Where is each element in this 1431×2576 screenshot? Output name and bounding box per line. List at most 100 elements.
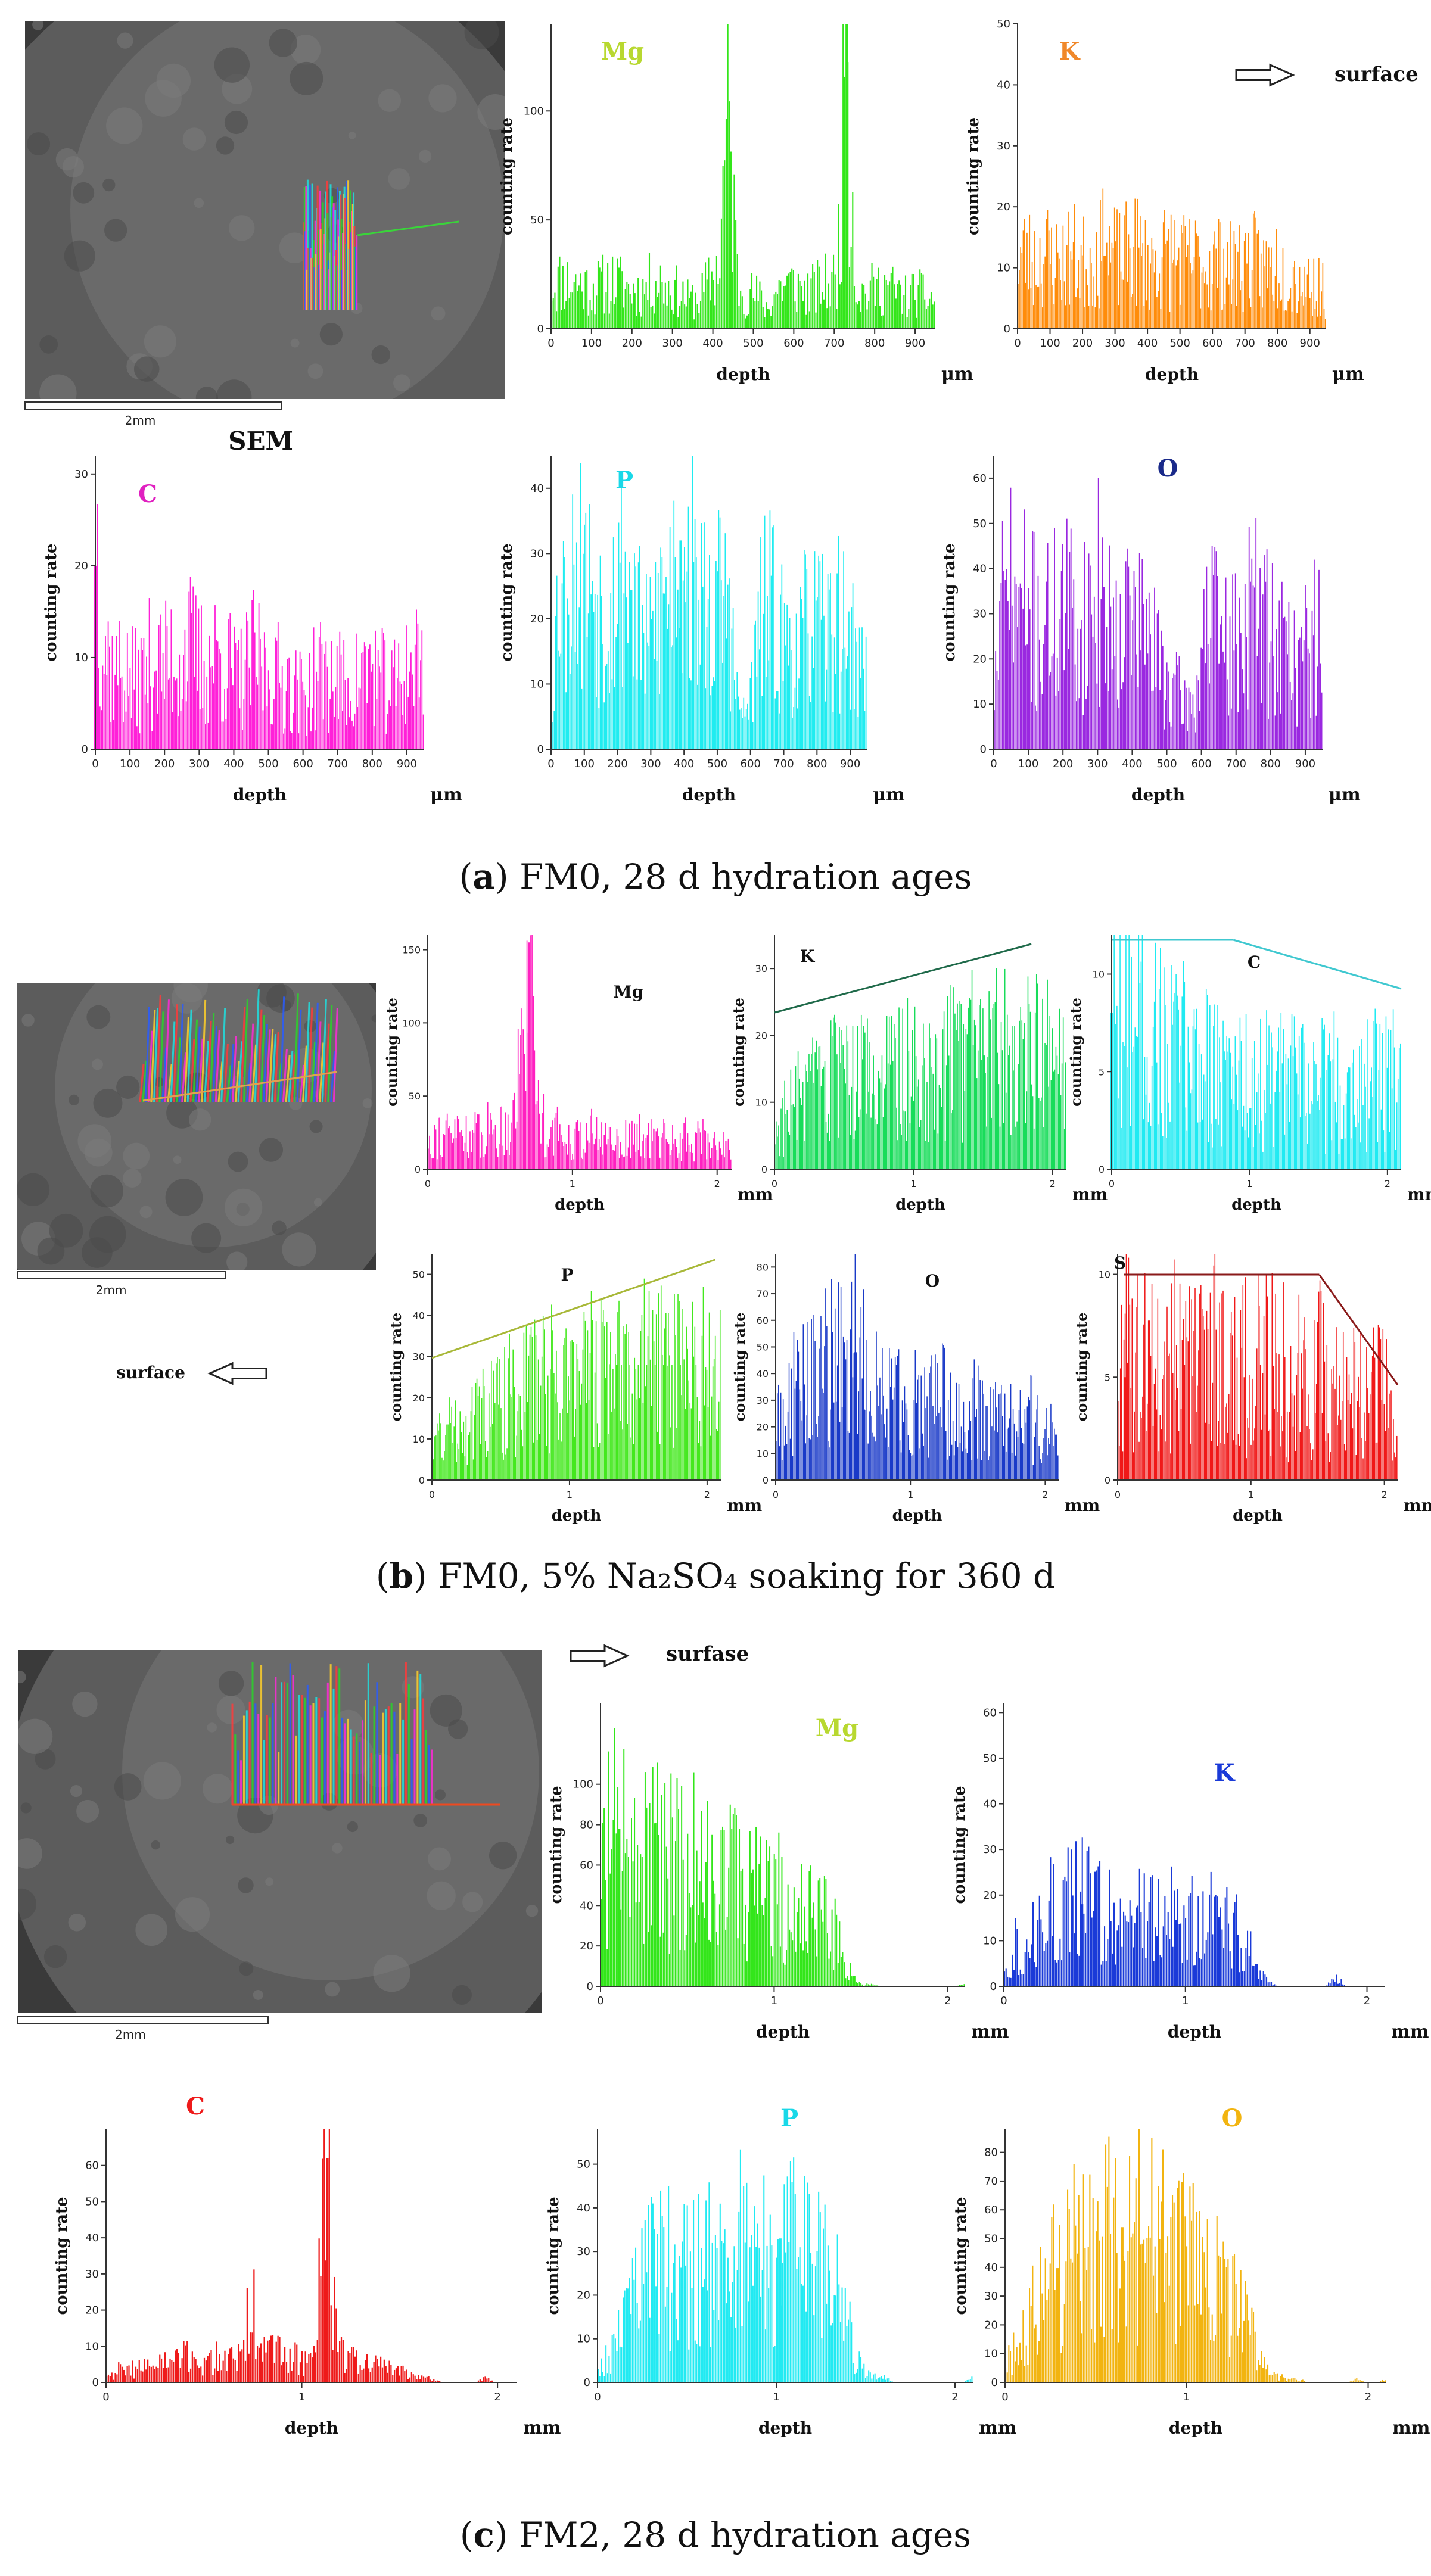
bar [592,1320,593,1480]
bar [293,713,294,749]
bar [509,1155,510,1169]
bar [1016,1122,1018,1169]
bar [647,1135,648,1169]
bar [717,571,718,749]
bar [1187,731,1188,749]
bar [1132,1052,1133,1170]
bar [768,1861,769,1986]
bar [754,625,755,749]
bar [1306,1426,1308,1480]
bar [732,628,733,749]
bar [730,2317,732,2382]
bar [1091,615,1092,749]
bar [1078,1956,1080,1986]
bar [1113,597,1114,749]
x-tick-label: 800 [362,758,382,770]
bar [1243,312,1244,329]
bar [1346,1094,1347,1169]
bar [1253,585,1254,749]
bar [847,1976,848,1986]
bar [1010,2351,1011,2382]
bar [282,2362,284,2382]
bar [596,697,597,749]
bar [1093,1911,1094,1986]
bar [692,1302,693,1480]
sem-texture [282,1232,316,1266]
bar [1112,2329,1113,2382]
bar [1310,718,1311,749]
bar [1184,1365,1186,1480]
bar [1205,663,1206,749]
bar [593,1144,595,1169]
bar [1053,304,1054,329]
bar [372,664,374,749]
bar [1123,1912,1124,1986]
bar [755,2247,757,2382]
bar [693,1357,695,1480]
bar [779,1446,780,1480]
bar [141,638,142,749]
bar [1260,1365,1261,1480]
bar [194,2357,195,2382]
bar [990,1019,991,1169]
bar [531,935,533,1169]
bar [796,1381,797,1480]
bar [448,1128,449,1169]
bar [657,1128,658,1169]
bar [1138,935,1140,1169]
bar [677,590,679,749]
bar [912,1456,913,1480]
scale-bar [18,2016,268,2023]
bar [875,1441,876,1480]
x-tick-label: 400 [702,337,723,350]
bar [1387,1068,1388,1169]
bar [175,680,176,749]
bar [310,731,312,749]
bar [1021,588,1022,749]
y-axis-label: counting rate [730,998,747,1107]
bar [1028,1952,1029,1986]
bar [1240,2270,1242,2382]
bar [934,1424,935,1480]
bar [1065,613,1066,749]
bar [855,1131,856,1169]
bar [834,1015,835,1169]
bar [1283,618,1284,749]
bar [1144,306,1145,329]
bar [710,300,711,329]
bar [729,2291,730,2382]
bar [1001,1385,1002,1480]
bar [1021,253,1022,329]
bar [796,312,797,329]
bar [646,574,647,749]
bar [597,1423,598,1480]
bar [474,1415,475,1480]
bar [602,1322,603,1480]
bar [1316,301,1317,329]
bar [1183,1319,1184,1480]
bar [833,1403,835,1480]
bar [1151,238,1152,329]
bar [980,999,981,1169]
element-label: C [138,480,157,508]
bar [1183,215,1184,329]
bar [619,1158,620,1169]
bar [1248,1138,1249,1169]
bar [662,2216,663,2382]
bar [465,1143,466,1169]
bar [1201,1054,1202,1169]
bar [1281,1416,1282,1480]
bar [615,297,617,329]
bar [1077,1954,1078,1986]
sem-texture [216,136,234,154]
bar [693,319,695,329]
bar [622,687,623,749]
bar [1216,1330,1217,1480]
x-unit-label: mm [1404,1496,1431,1515]
bar [965,1432,966,1480]
bar [729,578,730,749]
bar [848,1041,849,1169]
bar [782,301,783,329]
bar [331,641,332,749]
bar [313,627,315,749]
